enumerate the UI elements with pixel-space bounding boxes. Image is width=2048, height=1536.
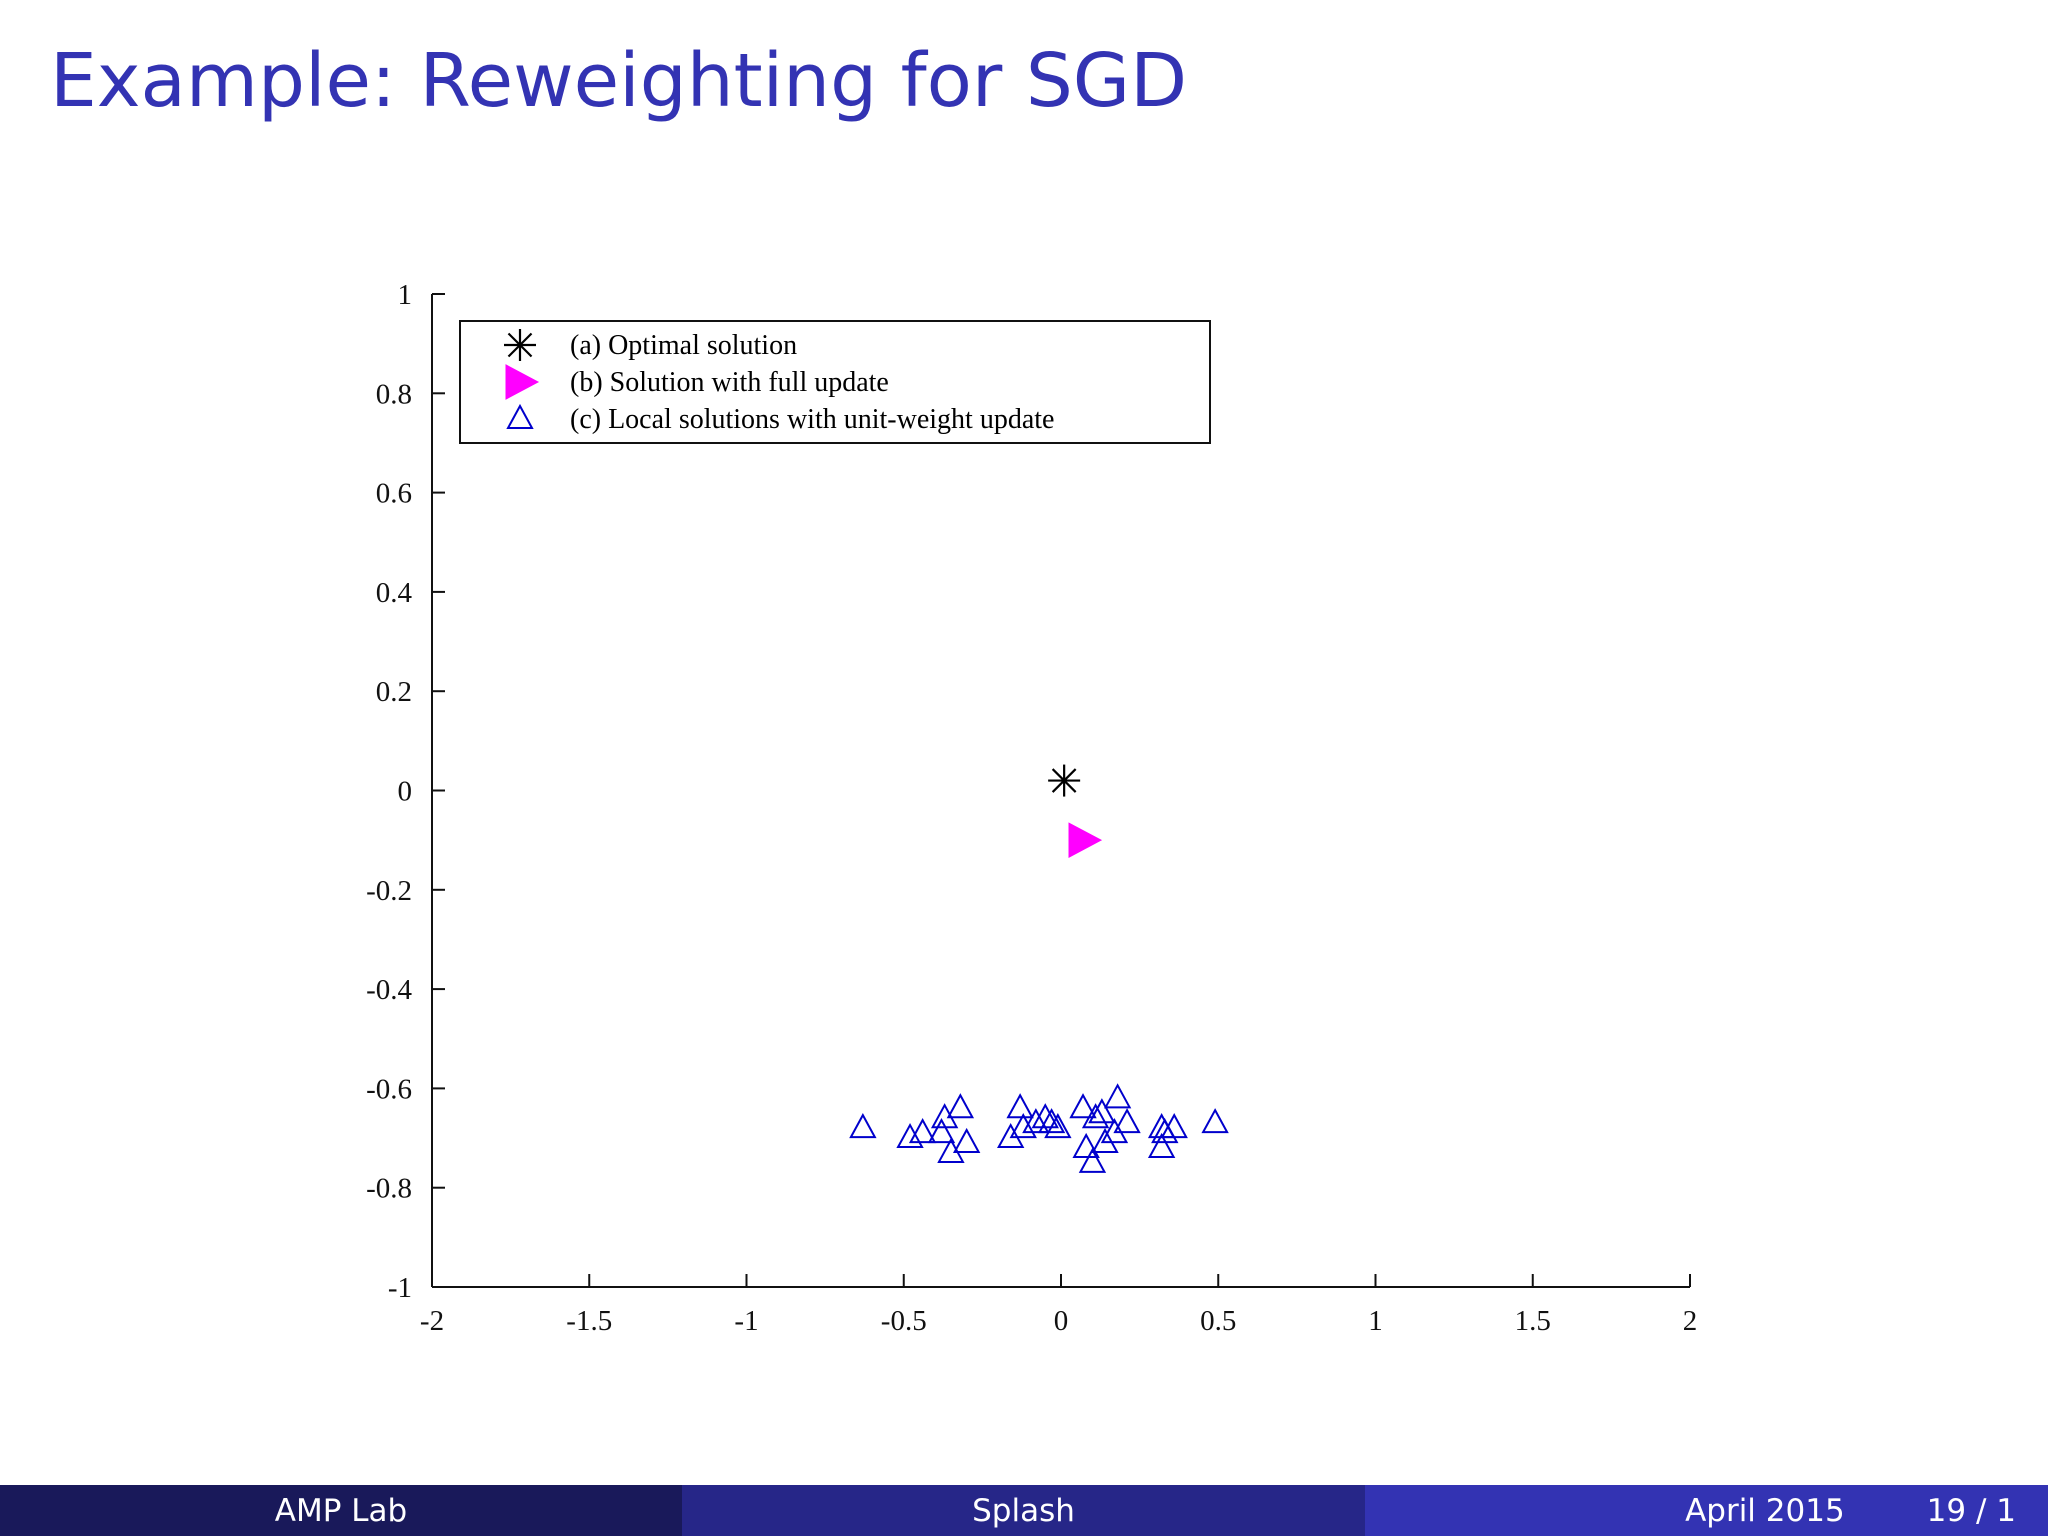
legend-entry: (a) Optimal solution — [570, 330, 797, 361]
x-tick-label: 1.5 — [1515, 1305, 1551, 1337]
legend-entry: (c) Local solutions with unit-weight upd… — [570, 404, 1054, 435]
axes: -2 -1.5 -1 -0.5 0 0.5 1 1.5 2 1 0.8 0.6 0.4 0.2 0 -0.2 -… — [366, 279, 1697, 1337]
legend-marker — [504, 329, 536, 361]
x-tick-label: -2 — [420, 1305, 444, 1337]
y-tick-label: 1 — [398, 279, 413, 311]
local-solution-point — [1006, 1093, 1034, 1119]
local-solution-point — [1147, 1132, 1176, 1158]
local-solution-point — [1113, 1108, 1141, 1134]
local-solution-point — [1100, 1117, 1129, 1144]
y-tick-label: 0.6 — [376, 478, 412, 510]
footer-date: April 2015 — [1685, 1492, 1845, 1529]
local-solution-point — [1091, 1127, 1119, 1154]
local-solution-point — [1022, 1108, 1050, 1134]
local-solution-point — [1044, 1113, 1072, 1139]
footer-title-section: Splash — [682, 1485, 1365, 1536]
local-solution-point — [849, 1113, 877, 1139]
x-tick-label: 0 — [1054, 1305, 1069, 1337]
local-solution-point — [896, 1122, 924, 1149]
local-solution-point — [1078, 1147, 1107, 1173]
footer-page-number: 19 / 1 — [1926, 1492, 2016, 1529]
slide-title: Example: Reweighting for SGD — [50, 38, 1188, 124]
y-tick-label: 0 — [398, 776, 413, 808]
data-points — [849, 764, 1229, 1173]
local-solution-point — [927, 1117, 956, 1144]
x-tick-label: -1 — [734, 1305, 758, 1337]
footer-author: AMP Lab — [274, 1492, 408, 1529]
x-tick-label: 2 — [1683, 1305, 1698, 1337]
local-solution-point — [952, 1127, 981, 1154]
local-solution-point — [1081, 1103, 1110, 1129]
y-tick-label: 0.2 — [376, 676, 412, 708]
footer-author-section: AMP Lab — [0, 1485, 682, 1536]
y-tick-label: 0.8 — [376, 378, 412, 410]
x-tick-label: 1 — [1368, 1305, 1383, 1337]
y-tick-label: 0.4 — [376, 577, 413, 609]
y-tick-label: -1 — [388, 1272, 412, 1304]
legend-marker — [505, 364, 540, 400]
local-solution-point — [908, 1117, 937, 1144]
local-solution-point — [1088, 1098, 1116, 1124]
optimal-solution-point — [1048, 764, 1081, 797]
local-solution-point — [1103, 1083, 1132, 1109]
legend-entry: (b) Solution with full update — [570, 367, 889, 398]
y-tick-label: -0.8 — [366, 1173, 412, 1205]
x-tick-label: 0.5 — [1200, 1305, 1236, 1337]
y-tick-label: -0.6 — [366, 1073, 412, 1105]
local-solution-point — [1037, 1108, 1066, 1134]
scatter-chart: -2 -1.5 -1 -0.5 0 0.5 1 1.5 2 1 0.8 0.6 0.4 0.2 0 -0.2 -… — [366, 279, 1697, 1337]
legend-box — [459, 320, 1211, 444]
local-solution-point — [996, 1122, 1025, 1149]
footer-date-section: April 2015 19 / 1 — [1365, 1485, 2048, 1536]
local-solution-point — [937, 1137, 965, 1163]
x-tick-label: -1.5 — [566, 1305, 612, 1337]
local-solution-point — [1201, 1108, 1229, 1134]
local-solution-point — [1069, 1093, 1097, 1119]
x-tick-label: -0.5 — [881, 1305, 927, 1337]
y-tick-label: -0.4 — [366, 974, 412, 1006]
y-tick-label: -0.2 — [366, 875, 412, 907]
legend: (a) Optimal solution (b) Solution with fu… — [459, 320, 1211, 444]
local-solution-point — [1072, 1132, 1100, 1158]
local-solution-point — [946, 1093, 975, 1119]
footer-short-title: Splash — [972, 1492, 1075, 1529]
legend-marker — [506, 403, 534, 429]
footer-bar: AMP Lab Splash April 2015 19 / 1 — [0, 1485, 2048, 1536]
local-solution-point — [1031, 1103, 1059, 1129]
full-update-point — [1068, 822, 1103, 858]
local-solution-point — [1009, 1113, 1037, 1139]
local-solution-point — [1160, 1113, 1188, 1139]
